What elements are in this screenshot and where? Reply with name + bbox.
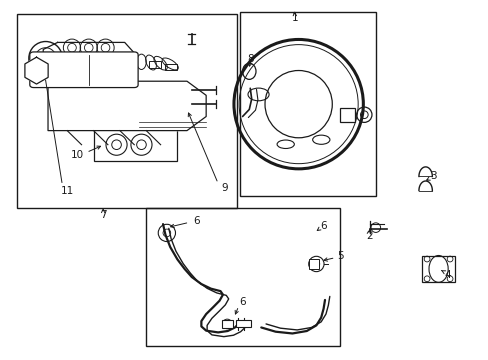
FancyBboxPatch shape: [30, 52, 138, 87]
Bar: [165, 64, 177, 70]
Bar: [308, 259, 318, 269]
Text: 9: 9: [221, 183, 227, 193]
Polygon shape: [25, 57, 48, 84]
Bar: [17, 14, 237, 208]
Text: 2: 2: [365, 231, 372, 242]
Bar: [148, 62, 160, 68]
Bar: [239, 13, 376, 196]
Bar: [146, 208, 340, 346]
Bar: [340, 108, 354, 122]
Bar: [93, 129, 177, 161]
Text: 3: 3: [429, 171, 436, 181]
Text: 6: 6: [193, 216, 200, 226]
Text: 7: 7: [100, 210, 106, 220]
Text: 5: 5: [336, 251, 343, 261]
Bar: [421, 256, 454, 282]
Text: 6: 6: [320, 221, 326, 231]
Text: 8: 8: [247, 54, 254, 64]
Bar: [222, 320, 232, 328]
Text: 4: 4: [444, 270, 450, 280]
Bar: [236, 320, 250, 328]
Text: 6: 6: [238, 297, 245, 307]
Text: 11: 11: [61, 186, 74, 195]
Text: 10: 10: [71, 150, 84, 160]
Polygon shape: [48, 81, 206, 131]
Text: 1: 1: [291, 13, 298, 23]
